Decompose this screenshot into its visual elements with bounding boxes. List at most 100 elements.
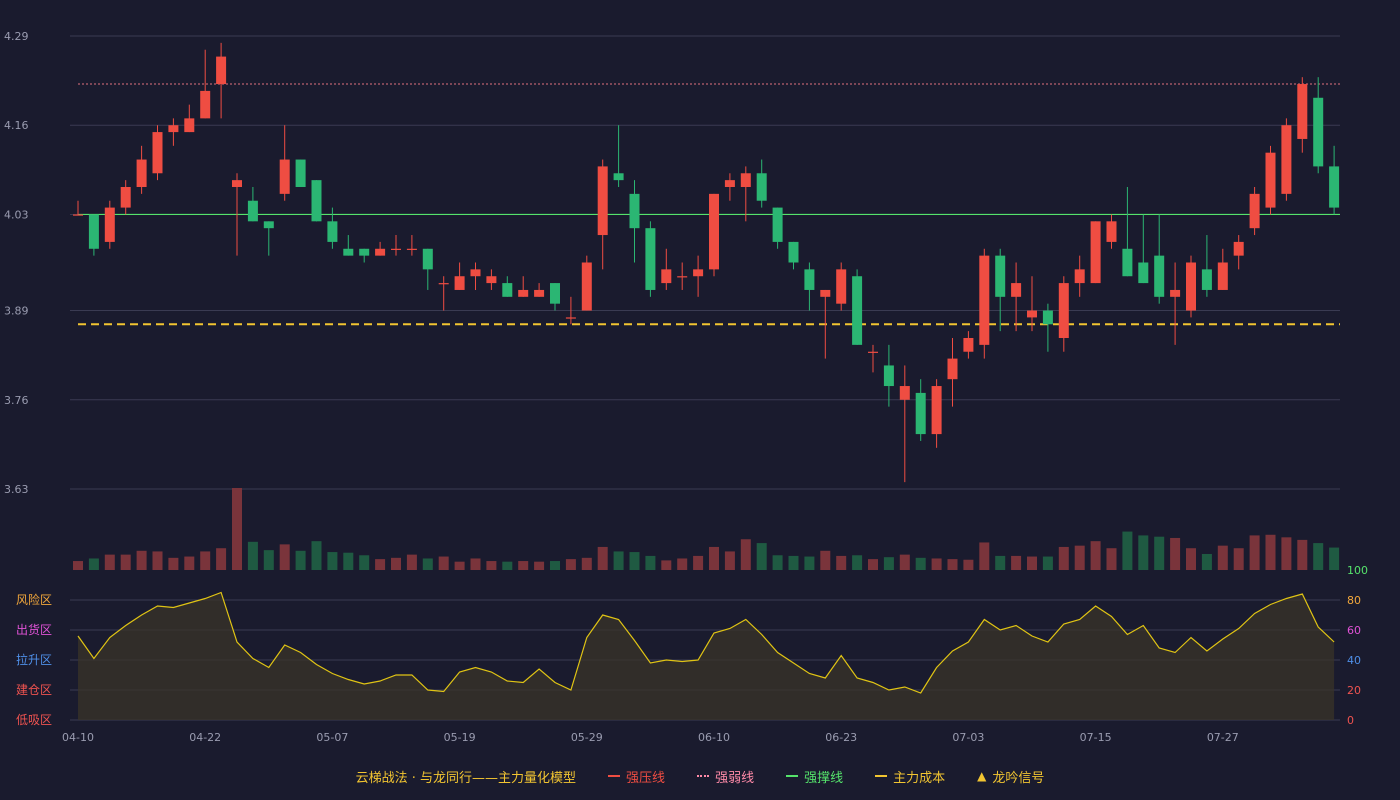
- candle: [1265, 145, 1276, 215]
- candle: [232, 173, 242, 256]
- candle: [502, 276, 513, 297]
- candle: [995, 248, 1006, 332]
- oscillator-tick-label: 80: [1347, 594, 1361, 607]
- candle-body: [1122, 248, 1133, 277]
- volume-bar: [391, 557, 401, 570]
- legend-label: 强撑线: [804, 770, 844, 786]
- candle-body: [868, 351, 878, 353]
- oscillator-axis: 100 80 60 40 20 0: [1347, 564, 1368, 727]
- candle: [1329, 145, 1340, 215]
- candle-body: [597, 166, 608, 236]
- volume-bar: [1170, 537, 1181, 570]
- volume-bar: [677, 558, 688, 570]
- candle: [136, 145, 147, 194]
- candle: [1074, 255, 1085, 297]
- volume-bar: [1138, 535, 1149, 570]
- candle-body: [295, 159, 306, 187]
- candle-body: [1170, 289, 1181, 297]
- volume-bar: [1042, 556, 1053, 570]
- legend-strong-weak[interactable]: 强弱线: [697, 767, 754, 786]
- candle: [931, 379, 942, 448]
- candle-body: [104, 207, 115, 242]
- candle-body: [788, 241, 799, 263]
- volume-bar: [693, 555, 704, 570]
- candle-body: [915, 392, 926, 435]
- candle: [852, 269, 863, 345]
- price-tick-label: 3.76: [4, 394, 29, 407]
- volume-bar: [931, 558, 942, 570]
- candle-body: [311, 180, 322, 222]
- volume-bar: [200, 551, 211, 570]
- candle: [550, 283, 560, 311]
- candle: [88, 214, 99, 256]
- volume-bar: [597, 546, 608, 570]
- candle-body: [486, 276, 497, 284]
- volume-bar: [629, 552, 640, 570]
- candle-body: [724, 180, 735, 187]
- volume-bar: [1074, 545, 1085, 570]
- candle: [311, 180, 322, 222]
- candle-body: [184, 118, 195, 133]
- volume-bar: [1265, 534, 1276, 570]
- candle-body: [454, 276, 465, 290]
- volume-bar: [73, 561, 83, 570]
- volume-bar: [502, 561, 513, 570]
- candle: [915, 379, 926, 441]
- volume-bar: [868, 559, 878, 570]
- volume-bar: [1201, 553, 1212, 570]
- legend-main-cost[interactable]: 主力成本: [875, 767, 945, 786]
- candle: [200, 49, 211, 119]
- volume-bar: [947, 559, 958, 570]
- candle-body: [1106, 221, 1117, 242]
- candle: [1201, 235, 1212, 297]
- candle: [1297, 77, 1308, 153]
- candle: [1217, 248, 1228, 290]
- candle: [645, 221, 656, 297]
- candle: [1170, 262, 1181, 345]
- oscillator-tick-label: 60: [1347, 624, 1361, 637]
- candle-body: [931, 386, 942, 435]
- candle-body: [740, 173, 751, 187]
- candle: [104, 200, 115, 249]
- candle-body: [200, 90, 211, 119]
- volume-bar: [438, 556, 449, 570]
- candle-body: [677, 276, 688, 278]
- legend-strong-support[interactable]: 强撑线: [786, 767, 843, 786]
- candle-body: [1281, 125, 1292, 194]
- candle: [184, 104, 195, 133]
- candle: [1281, 118, 1292, 201]
- candle-body: [518, 289, 529, 297]
- volume-bar: [343, 552, 354, 570]
- date-tick-label: 06-10: [698, 731, 730, 744]
- candle: [724, 173, 735, 201]
- volume-bar: [184, 556, 195, 570]
- oscillator-line: [77, 591, 1335, 694]
- volume-bar: [120, 554, 131, 570]
- zone-label: 出货区: [16, 622, 52, 637]
- candle: [709, 193, 719, 277]
- price-grid: [70, 35, 1340, 490]
- volume-bar: [1329, 547, 1340, 570]
- legend-strong-resistance[interactable]: 强压线: [608, 767, 665, 786]
- candle: [454, 262, 465, 290]
- candle: [247, 187, 258, 222]
- candle-body: [73, 214, 83, 216]
- volume-bar: [359, 555, 370, 570]
- price-tick-label: 4.29: [4, 30, 29, 43]
- legend-dragon-signal[interactable]: ▲ 龙吟信号: [977, 767, 1044, 786]
- volume-bar: [565, 559, 576, 570]
- candle: [295, 159, 306, 187]
- candle-body: [613, 173, 624, 181]
- candle: [406, 235, 417, 256]
- volume-bar: [995, 555, 1006, 570]
- candle: [788, 241, 799, 270]
- candle-body: [120, 187, 131, 208]
- candle: [1058, 276, 1069, 352]
- volume-bar: [422, 558, 433, 570]
- candle: [359, 248, 370, 263]
- candle-body: [391, 248, 401, 250]
- candle: [375, 241, 386, 256]
- candle-body: [661, 269, 672, 284]
- candle-body: [565, 317, 576, 319]
- oscillator-tick-label: 40: [1347, 654, 1361, 667]
